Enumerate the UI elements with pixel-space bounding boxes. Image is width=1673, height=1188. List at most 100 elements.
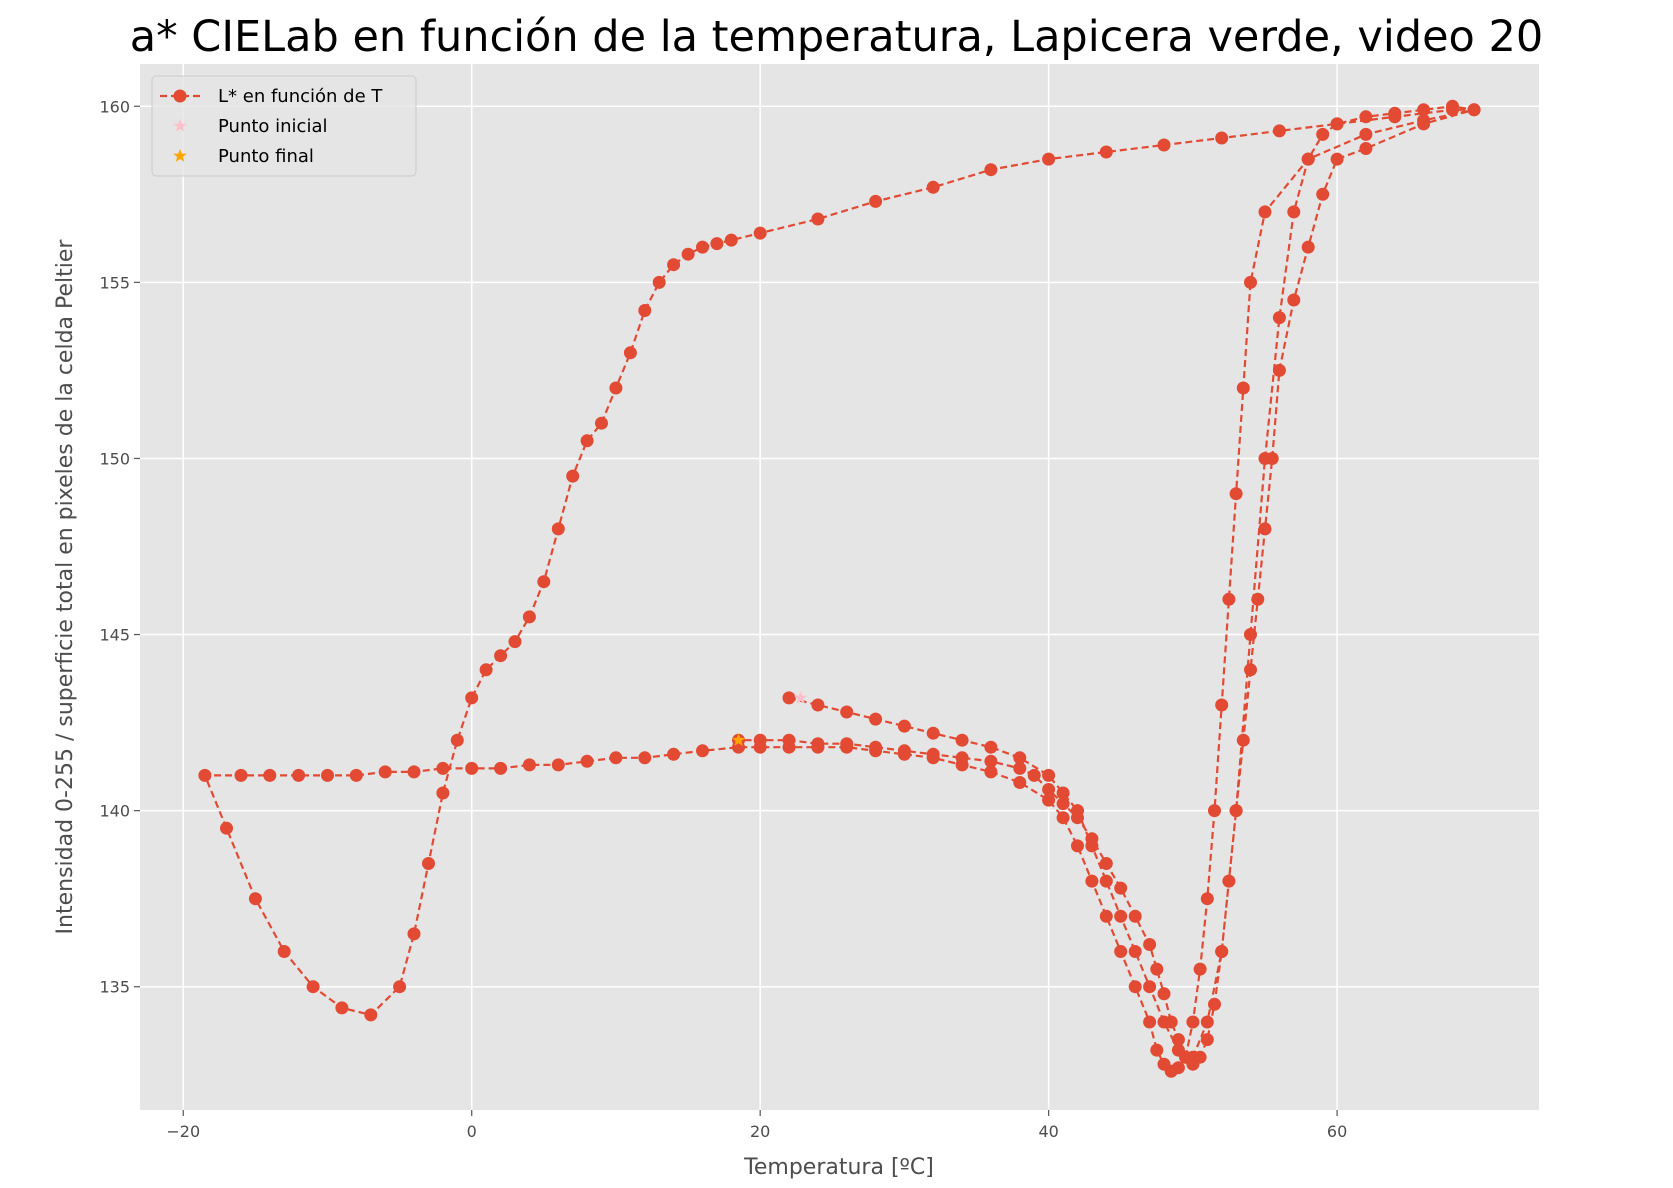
data-point — [551, 758, 565, 772]
data-point — [335, 1001, 349, 1015]
data-point — [1272, 363, 1286, 377]
data-point — [811, 212, 825, 226]
data-point — [1272, 311, 1286, 325]
data-point — [623, 346, 637, 360]
data-point — [955, 733, 969, 747]
data-point — [1467, 103, 1481, 117]
data-point — [479, 663, 493, 677]
data-point — [1128, 909, 1142, 923]
axis-ticks: −20 0 20 40 60 135 140 145 150 155 160 — [99, 97, 1347, 1141]
data-point — [1200, 1015, 1214, 1029]
data-point — [926, 726, 940, 740]
data-point — [1244, 628, 1257, 641]
end-point-marker — [731, 733, 746, 746]
data-point — [1171, 1033, 1185, 1047]
data-point — [869, 740, 883, 754]
data-point — [508, 635, 522, 649]
data-point — [1287, 293, 1301, 307]
data-point — [724, 233, 738, 247]
data-point — [1359, 142, 1373, 155]
data-point — [234, 768, 248, 782]
series-end-point — [731, 733, 746, 746]
start-point-marker — [793, 690, 808, 704]
data-point — [349, 768, 363, 782]
data-point — [1071, 839, 1084, 853]
x-tick-label: 60 — [1327, 1122, 1347, 1141]
data-point — [364, 1008, 378, 1022]
data-point — [1143, 980, 1157, 994]
data-point — [1128, 945, 1142, 958]
data-point — [522, 758, 536, 772]
data-point — [1272, 124, 1286, 138]
data-point — [984, 740, 998, 754]
data-point — [1215, 131, 1229, 145]
data-point — [1056, 786, 1070, 800]
y-tick-label: 145 — [99, 626, 130, 645]
data-point — [1417, 103, 1431, 117]
plot-area-background — [140, 64, 1539, 1110]
data-point — [1244, 663, 1257, 677]
data-point — [595, 416, 608, 430]
data-point — [840, 737, 854, 751]
data-point — [1301, 152, 1315, 166]
data-point — [926, 180, 940, 194]
data-point — [1013, 751, 1027, 765]
data-point — [1215, 945, 1229, 958]
y-tick-label: 135 — [99, 978, 130, 997]
chart-title: a* CIELab en función de la temperatura, … — [129, 12, 1544, 62]
x-tick-label: 20 — [750, 1122, 770, 1141]
data-point — [897, 719, 911, 733]
data-point — [1157, 138, 1171, 152]
data-point — [494, 649, 508, 663]
data-point — [667, 258, 681, 272]
data-point — [1229, 804, 1243, 818]
data-point — [1244, 275, 1257, 289]
data-point — [609, 751, 623, 765]
data-point — [1042, 152, 1056, 166]
data-point — [1071, 811, 1084, 825]
data-point — [609, 381, 623, 395]
data-point — [566, 469, 580, 483]
data-point — [1157, 987, 1171, 1001]
data-point — [1208, 997, 1221, 1011]
data-point — [1085, 832, 1099, 846]
x-tick-label: 40 — [1038, 1122, 1058, 1141]
data-point — [1114, 881, 1128, 895]
data-point — [1229, 487, 1243, 501]
data-point — [494, 761, 508, 775]
data-point — [1417, 117, 1431, 131]
data-point — [1157, 1057, 1171, 1071]
data-point — [465, 691, 479, 705]
data-point — [248, 892, 262, 906]
data-point — [1179, 1050, 1193, 1064]
legend-entry: L* en función de T — [160, 86, 383, 107]
data-point — [422, 857, 435, 870]
x-tick-label: 0 — [467, 1122, 477, 1141]
data-point — [1193, 962, 1207, 976]
data-point — [537, 575, 551, 589]
data-point — [1316, 127, 1330, 141]
data-point — [840, 705, 854, 719]
data-point — [551, 522, 565, 536]
data-point — [1013, 761, 1027, 775]
data-point — [522, 610, 536, 624]
data-point — [1085, 874, 1099, 888]
data-point — [1251, 592, 1265, 606]
y-axis-label: Intensidad 0-255 / superficie total en p… — [53, 239, 78, 935]
data-point — [198, 768, 212, 782]
data-point — [1330, 152, 1344, 166]
data-point — [321, 768, 334, 782]
data-point — [407, 765, 421, 779]
x-tick-label: −20 — [166, 1122, 200, 1141]
data-point — [1099, 874, 1113, 888]
data-point — [1150, 962, 1164, 976]
legend-label: Punto inicial — [218, 116, 328, 137]
data-point — [696, 240, 709, 254]
y-tick-label: 150 — [99, 449, 130, 468]
data-point — [1222, 592, 1236, 606]
legend-entry: Punto final — [173, 146, 314, 167]
data-point — [1114, 909, 1128, 923]
data-point — [1099, 857, 1113, 870]
legend-entry: Punto inicial — [173, 116, 328, 137]
